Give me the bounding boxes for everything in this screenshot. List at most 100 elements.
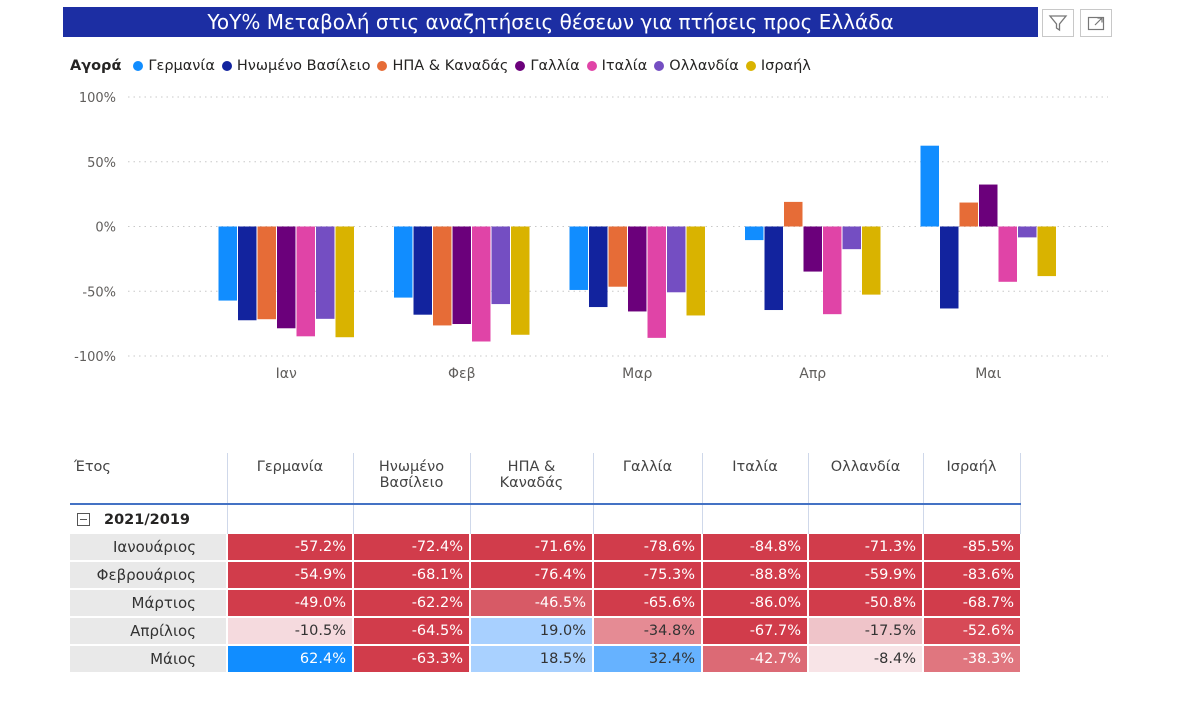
legend-item-netherlands[interactable]: Ολλανδία	[654, 58, 739, 74]
value-cell[interactable]: -52.6%	[922, 617, 1020, 646]
legend-item-germany[interactable]: Γερμανία	[133, 58, 215, 74]
bar[interactable]	[784, 201, 803, 227]
bar[interactable]	[491, 226, 511, 305]
bar[interactable]	[589, 226, 608, 308]
row-label[interactable]: Μάρτιος	[70, 589, 227, 618]
bar-chart: 100% 50% 0% -50% -100% Ιαν Φεβ Μαρ Απρ Μαι	[74, 91, 1108, 382]
bar[interactable]	[959, 202, 979, 227]
legend-item-italy[interactable]: Ιταλία	[586, 58, 647, 74]
column-header[interactable]: Ισραήλ	[923, 453, 1021, 504]
group-cell	[227, 504, 354, 534]
bar[interactable]	[452, 226, 472, 325]
value-cell[interactable]: -42.7%	[701, 645, 808, 674]
value-cell[interactable]: -64.5%	[352, 617, 470, 646]
bar[interactable]	[823, 226, 842, 315]
bar[interactable]	[920, 145, 940, 227]
value-cell[interactable]: -38.3%	[922, 645, 1020, 674]
value-cell[interactable]: -86.0%	[701, 589, 808, 618]
value-cell[interactable]: -59.9%	[807, 561, 923, 590]
bar[interactable]	[511, 226, 530, 335]
value-cell[interactable]: -85.5%	[922, 534, 1020, 562]
value-cell[interactable]: 32.4%	[592, 645, 702, 674]
row-label[interactable]: Απρίλιος	[70, 617, 227, 646]
value-cell[interactable]: -62.2%	[352, 589, 470, 618]
bar[interactable]	[667, 226, 686, 293]
legend-item-usa-canada[interactable]: ΗΠΑ & Καναδάς	[377, 58, 508, 74]
value-cell[interactable]: -10.5%	[226, 617, 353, 646]
bar[interactable]	[296, 226, 316, 337]
corner-header[interactable]: Έτος	[70, 453, 228, 504]
column-header[interactable]: Ολλανδία	[808, 453, 924, 504]
column-header[interactable]: Ιταλία	[702, 453, 809, 504]
value-cell[interactable]: -34.8%	[592, 617, 702, 646]
row-label[interactable]: Ιανουάριος	[70, 534, 227, 562]
matrix-header-row: Έτος Γερμανία Ηνωμένο Βασίλειο ΗΠΑ & Καν…	[70, 453, 1021, 504]
bar[interactable]	[413, 226, 433, 315]
value-cell[interactable]: -75.3%	[592, 561, 702, 590]
bar[interactable]	[979, 184, 998, 227]
group-row: 2021/2019	[70, 504, 1021, 534]
value-cell[interactable]: 18.5%	[469, 645, 593, 674]
collapse-icon[interactable]	[77, 513, 90, 526]
bar[interactable]	[335, 226, 355, 338]
bar[interactable]	[257, 226, 277, 320]
bar[interactable]	[1037, 226, 1057, 277]
legend-item-uk[interactable]: Ηνωμένο Βασίλειο	[221, 58, 370, 74]
column-header[interactable]: Ηνωμένο Βασίλειο	[353, 453, 471, 504]
bar[interactable]	[940, 226, 959, 309]
value-cell[interactable]: -57.2%	[226, 534, 353, 562]
value-cell[interactable]: 19.0%	[469, 617, 593, 646]
value-cell[interactable]: -65.6%	[592, 589, 702, 618]
column-header[interactable]: ΗΠΑ & Καναδάς	[470, 453, 594, 504]
bar[interactable]	[608, 226, 628, 287]
column-header[interactable]: Γερμανία	[227, 453, 354, 504]
value-cell[interactable]: -71.6%	[469, 534, 593, 562]
bar[interactable]	[842, 226, 862, 250]
bar[interactable]	[745, 226, 764, 241]
bar[interactable]	[316, 226, 335, 319]
value-cell[interactable]: -17.5%	[807, 617, 923, 646]
bar[interactable]	[686, 226, 706, 316]
value-cell[interactable]: 62.4%	[226, 645, 353, 674]
legend-item-israel[interactable]: Ισραήλ	[745, 58, 811, 74]
value-cell[interactable]: -84.8%	[701, 534, 808, 562]
value-cell[interactable]: -68.1%	[352, 561, 470, 590]
bar[interactable]	[433, 226, 452, 326]
legend-item-france[interactable]: Γαλλία	[515, 58, 580, 74]
value-cell[interactable]: -68.7%	[922, 589, 1020, 618]
bar[interactable]	[569, 226, 589, 290]
bar[interactable]	[277, 226, 296, 329]
value-cell[interactable]: -88.8%	[701, 561, 808, 590]
value-cell[interactable]: -71.3%	[807, 534, 923, 562]
bar[interactable]	[998, 226, 1018, 282]
bar[interactable]	[862, 226, 881, 295]
value-cell[interactable]: -50.8%	[807, 589, 923, 618]
legend-label: Γερμανία	[148, 58, 215, 74]
focus-mode-button[interactable]	[1080, 9, 1112, 37]
value-cell[interactable]: -8.4%	[807, 645, 923, 674]
x-tick-label: Ιαν	[276, 366, 297, 382]
value-cell[interactable]: -63.3%	[352, 645, 470, 674]
bar[interactable]	[803, 226, 823, 272]
bar[interactable]	[647, 226, 667, 338]
value-cell[interactable]: -49.0%	[226, 589, 353, 618]
bar[interactable]	[628, 226, 647, 312]
column-header[interactable]: Γαλλία	[593, 453, 703, 504]
bar[interactable]	[238, 226, 257, 321]
bar[interactable]	[1018, 226, 1037, 238]
bar[interactable]	[764, 226, 784, 311]
value-cell[interactable]: -76.4%	[469, 561, 593, 590]
row-label[interactable]: Φεβρουάριος	[70, 561, 227, 590]
value-cell[interactable]: -72.4%	[352, 534, 470, 562]
bar[interactable]	[218, 226, 238, 301]
value-cell[interactable]: -67.7%	[701, 617, 808, 646]
bar[interactable]	[394, 226, 413, 298]
row-label[interactable]: Μάιος	[70, 645, 227, 674]
value-cell[interactable]: -83.6%	[922, 561, 1020, 590]
bar[interactable]	[472, 226, 491, 342]
value-cell[interactable]: -46.5%	[469, 589, 593, 618]
table-row: Φεβρουάριος -54.9% -68.1% -76.4% -75.3% -88.8…	[70, 561, 1020, 590]
filter-button[interactable]	[1042, 9, 1074, 37]
value-cell[interactable]: -78.6%	[592, 534, 702, 562]
value-cell[interactable]: -54.9%	[226, 561, 353, 590]
